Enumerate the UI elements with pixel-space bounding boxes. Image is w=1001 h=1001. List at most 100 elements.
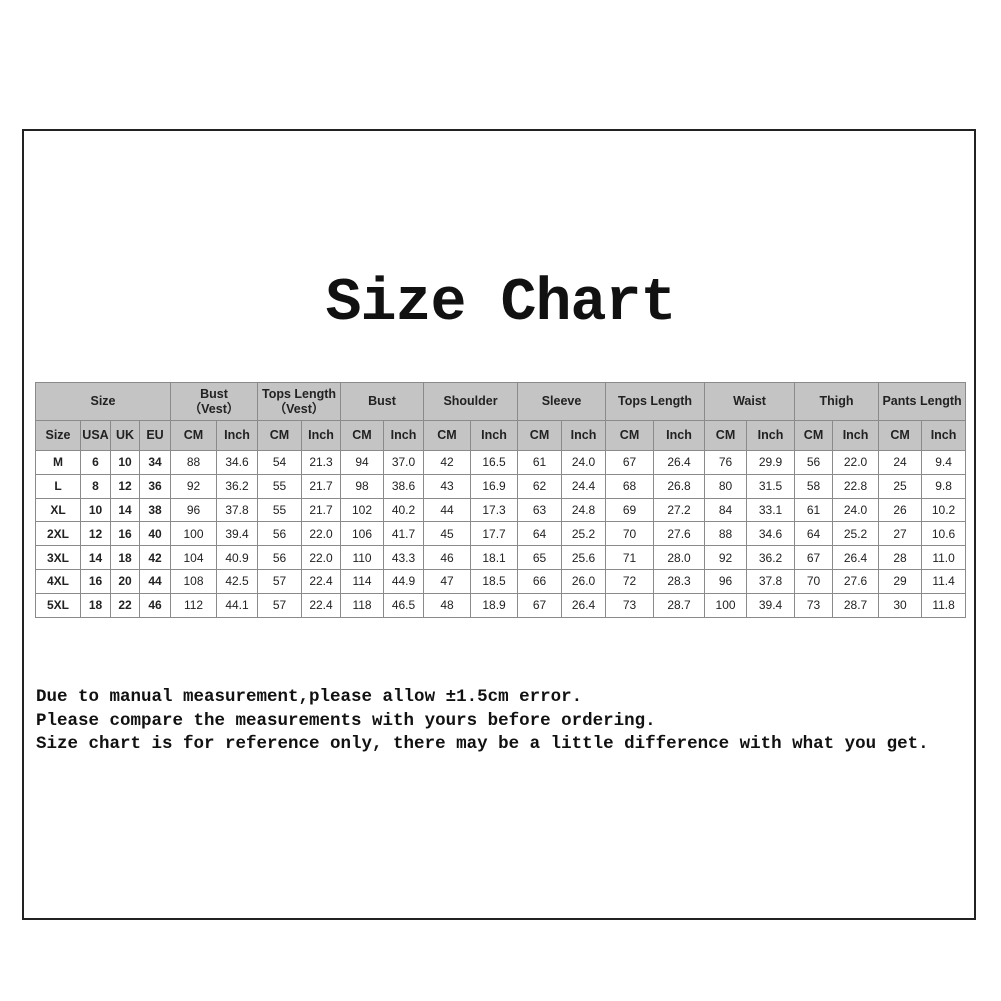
sub-header: Inch xyxy=(470,420,519,451)
measurement-cell: 26.4 xyxy=(561,592,607,618)
measurement-cell: 29.9 xyxy=(746,450,796,475)
measurement-cell: 88 xyxy=(704,521,748,547)
measurement-cell: 63 xyxy=(517,497,563,523)
measurement-cell: 37.0 xyxy=(383,450,425,475)
measurement-cell: 54 xyxy=(257,450,303,475)
measurement-cell: 38.6 xyxy=(383,473,425,499)
measurement-cell: 36.2 xyxy=(216,473,259,499)
measurement-cell: 22.0 xyxy=(301,545,342,570)
measurement-cell: 21.7 xyxy=(301,473,342,499)
group-header: Bust （Vest） xyxy=(170,382,259,421)
note-line: Due to manual measurement,please allow ±… xyxy=(36,687,583,708)
measurement-cell: 28.3 xyxy=(653,568,706,594)
sub-header: CM xyxy=(517,420,563,451)
measurement-cell: 21.3 xyxy=(301,450,342,475)
sub-header: Inch xyxy=(832,420,880,451)
measurement-cell: 22.0 xyxy=(832,450,880,475)
size-table: Size Bust （Vest） Tops Length （Vest） Bust Sho… xyxy=(34,382,967,618)
measurement-cell: 18.5 xyxy=(470,568,519,594)
measurement-cell: 56 xyxy=(794,450,834,475)
measurement-cell: 73 xyxy=(794,592,834,618)
measurement-cell: 25.2 xyxy=(561,521,607,547)
measurement-cell: 28.7 xyxy=(832,592,880,618)
measurement-cell: 80 xyxy=(704,473,748,499)
measurement-cell: 30 xyxy=(878,592,923,618)
measurement-cell: 43.3 xyxy=(383,545,425,570)
measurement-cell: 73 xyxy=(605,592,655,618)
measurement-cell: 24.4 xyxy=(561,473,607,499)
size-cell: 44 xyxy=(138,568,172,594)
sub-header: Inch xyxy=(216,420,259,451)
table-row: L 8 12 36 92 36.2 55 21.7 98 38.6 43 16.9 62 24.4 68 26… xyxy=(35,473,967,499)
group-header: Size xyxy=(34,382,172,421)
measurement-cell: 22.4 xyxy=(301,568,342,594)
group-header: Waist xyxy=(704,382,796,421)
measurement-cell: 16.5 xyxy=(470,450,519,475)
measurement-cell: 11.8 xyxy=(921,592,967,618)
measurement-cell: 22.0 xyxy=(301,521,342,547)
group-header: Pants Length xyxy=(878,382,967,421)
size-cell: 40 xyxy=(138,521,172,547)
size-cell: 6 xyxy=(80,450,111,475)
size-cell: XL xyxy=(35,497,81,523)
sub-header: Inch xyxy=(383,420,425,451)
measurement-cell: 10.2 xyxy=(921,497,967,523)
measurement-cell: 44 xyxy=(423,497,472,523)
size-cell: M xyxy=(35,450,81,475)
measurement-cell: 72 xyxy=(605,568,655,594)
measurement-cell: 17.7 xyxy=(470,521,519,547)
table-row: 4XL 16 20 44 108 42.5 57 22.4 114 44.9 47 18.5 66 26.… xyxy=(35,568,967,594)
sub-header: CM xyxy=(423,420,472,451)
measurement-cell: 61 xyxy=(517,450,563,475)
measurement-cell: 9.8 xyxy=(921,473,967,499)
size-cell: 42 xyxy=(138,545,172,570)
measurement-cell: 9.4 xyxy=(921,450,967,475)
page-title: Size Chart xyxy=(325,270,676,338)
measurement-cell: 33.1 xyxy=(746,497,796,523)
measurement-cell: 71 xyxy=(605,545,655,570)
measurement-cell: 67 xyxy=(794,545,834,570)
sub-header-row: Size USA UK EU CM Inch CM Inch CM Inch CM Inch CM Inc… xyxy=(35,420,967,451)
measurement-cell: 27 xyxy=(878,521,923,547)
sub-header: Inch xyxy=(746,420,796,451)
size-cell: 18 xyxy=(110,545,140,570)
measurement-cell: 24.0 xyxy=(832,497,880,523)
size-cell: 34 xyxy=(138,450,172,475)
measurement-cell: 29 xyxy=(878,568,923,594)
measurement-cell: 48 xyxy=(423,592,472,618)
measurement-cell: 84 xyxy=(704,497,748,523)
measurement-cell: 102 xyxy=(340,497,385,523)
measurement-cell: 41.7 xyxy=(383,521,425,547)
chart-frame xyxy=(22,129,976,920)
sub-header: EU xyxy=(138,420,172,451)
table-row: M 6 10 34 88 34.6 54 21.3 94 37.0 42 16.5 61 24.0 67 26… xyxy=(35,450,967,475)
measurement-cell: 26.4 xyxy=(832,545,880,570)
measurement-cell: 34.6 xyxy=(216,450,259,475)
size-cell: 46 xyxy=(138,592,172,618)
measurement-cell: 24.0 xyxy=(561,450,607,475)
measurement-cell: 24.8 xyxy=(561,497,607,523)
measurement-cell: 58 xyxy=(794,473,834,499)
sub-header: Size xyxy=(35,420,81,451)
sub-header: CM xyxy=(340,420,385,451)
notes: Due to manual measurement,please allow ±… xyxy=(36,663,929,779)
measurement-cell: 39.4 xyxy=(746,592,796,618)
measurement-cell: 100 xyxy=(704,592,748,618)
measurement-cell: 112 xyxy=(170,592,218,618)
measurement-cell: 94 xyxy=(340,450,385,475)
sub-header: UK xyxy=(110,420,140,451)
measurement-cell: 37.8 xyxy=(216,497,259,523)
measurement-cell: 28.7 xyxy=(653,592,706,618)
size-cell: 12 xyxy=(110,473,140,499)
size-cell: 14 xyxy=(80,545,111,570)
measurement-cell: 27.6 xyxy=(653,521,706,547)
sub-header: USA xyxy=(80,420,111,451)
sub-header: Inch xyxy=(561,420,607,451)
measurement-cell: 57 xyxy=(257,568,303,594)
measurement-cell: 67 xyxy=(517,592,563,618)
measurement-cell: 62 xyxy=(517,473,563,499)
measurement-cell: 43 xyxy=(423,473,472,499)
sub-header: Inch xyxy=(301,420,342,451)
size-cell: 3XL xyxy=(35,545,81,570)
size-cell: 18 xyxy=(80,592,111,618)
